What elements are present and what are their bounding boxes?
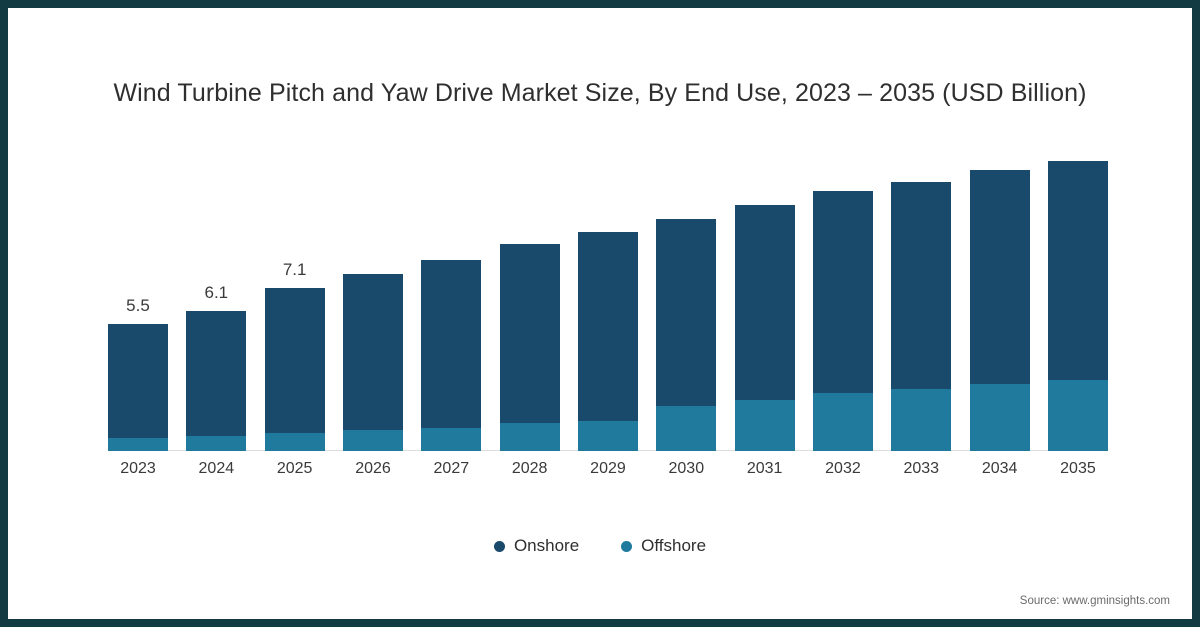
bar-segment-offshore[interactable]: [264, 432, 325, 451]
bar-group[interactable]: 5.5: [108, 138, 168, 451]
bar-series-container: 5.5 6.1 7.1: [108, 138, 1108, 451]
bar-segment-onshore[interactable]: [734, 204, 795, 401]
legend-marker-icon: [621, 540, 633, 552]
bar-stack[interactable]: [499, 243, 560, 451]
bar-stack[interactable]: [421, 260, 482, 451]
bar-segment-offshore[interactable]: [1047, 379, 1108, 451]
bar-segment-onshore[interactable]: [577, 232, 638, 422]
bar-segment-onshore[interactable]: [499, 243, 560, 424]
x-axis-tick-2026: 2026: [355, 460, 391, 477]
bar-segment-offshore[interactable]: [108, 438, 168, 451]
bar-segment-offshore[interactable]: [186, 436, 247, 451]
page-title: Wind Turbine Pitch and Yaw Drive Market …: [113, 79, 1087, 107]
bar-stack[interactable]: [186, 310, 247, 451]
x-axis-tick-2034: 2034: [981, 460, 1018, 477]
x-axis-tick-2023: 2023: [120, 460, 156, 477]
bar-stack[interactable]: [577, 232, 638, 451]
bar-group[interactable]: [812, 138, 873, 451]
plot-area: 5.5 6.1 7.1: [108, 138, 1108, 451]
bar-value-label: 5.5: [126, 296, 150, 316]
bar-segment-onshore[interactable]: [656, 218, 717, 407]
bar-stack[interactable]: [342, 273, 403, 451]
bar-group[interactable]: [656, 138, 717, 451]
x-axis-tick-2029: 2029: [590, 460, 626, 477]
bar-segment-onshore[interactable]: [1047, 161, 1108, 380]
bar-segment-offshore[interactable]: [812, 393, 873, 451]
bar-segment-offshore[interactable]: [499, 423, 560, 451]
bar-group[interactable]: [969, 138, 1030, 451]
bar-value-label: 6.1: [204, 282, 229, 302]
bar-segment-onshore[interactable]: [186, 310, 247, 437]
x-axis-tick-2025: 2025: [276, 460, 313, 477]
chart-canvas: Wind Turbine Pitch and Yaw Drive Market …: [8, 8, 1192, 619]
bar-stack[interactable]: [734, 204, 795, 451]
x-axis-tick-2031: 2031: [746, 460, 783, 477]
bar-segment-offshore[interactable]: [891, 388, 952, 451]
bar-group[interactable]: [577, 138, 638, 451]
x-axis-tick-2035: 2035: [1060, 460, 1096, 477]
bar-group[interactable]: [1047, 138, 1108, 451]
x-axis-tick-2024: 2024: [198, 460, 235, 477]
bar-group[interactable]: [499, 138, 560, 451]
x-axis-tick-2032: 2032: [825, 460, 861, 477]
bar-segment-offshore[interactable]: [734, 400, 795, 451]
bar-stack[interactable]: [891, 181, 952, 451]
bar-segment-offshore[interactable]: [969, 384, 1030, 451]
legend-item-onshore[interactable]: Onshore: [493, 536, 580, 556]
bar-segment-onshore[interactable]: [891, 181, 952, 389]
bar-segment-onshore[interactable]: [421, 260, 482, 428]
bar-segment-onshore[interactable]: [812, 190, 873, 394]
x-axis-tick-2033: 2033: [903, 460, 940, 477]
x-axis-tick-2030: 2030: [668, 460, 705, 477]
x-axis-tick-2028: 2028: [511, 460, 548, 477]
legend-item-label: Onshore: [513, 536, 580, 555]
bar-value-label: 7.1: [282, 259, 307, 279]
legend-item-offshore[interactable]: Offshore: [621, 536, 706, 556]
source-attribution: Source: www.gminsights.com: [1019, 595, 1170, 607]
bar-group[interactable]: [891, 138, 952, 451]
legend-item-label: Offshore: [641, 536, 707, 555]
bar-group[interactable]: [421, 138, 482, 451]
bar-group[interactable]: [342, 138, 403, 451]
bar-segment-onshore[interactable]: [108, 324, 168, 439]
bar-stack[interactable]: [656, 218, 717, 451]
bar-segment-offshore[interactable]: [421, 428, 482, 451]
bar-segment-offshore[interactable]: [577, 421, 638, 451]
bar-stack[interactable]: [264, 287, 325, 451]
bar-segment-onshore[interactable]: [969, 170, 1030, 385]
x-axis-tick-2027: 2027: [433, 460, 470, 477]
legend-marker-icon: [493, 540, 505, 552]
bar-group[interactable]: 7.1: [264, 138, 325, 451]
bar-stack[interactable]: [969, 170, 1030, 451]
bar-group[interactable]: [734, 138, 795, 451]
bar-segment-onshore[interactable]: [264, 287, 325, 433]
bar-stack[interactable]: [812, 190, 873, 451]
chart-legend: Onshore Offshore: [8, 536, 1192, 556]
bar-stack[interactable]: [1047, 161, 1108, 451]
bar-stack[interactable]: [108, 324, 168, 451]
bar-segment-offshore[interactable]: [656, 406, 717, 451]
bar-group[interactable]: 6.1: [186, 138, 247, 451]
bar-segment-onshore[interactable]: [342, 273, 403, 431]
bar-segment-offshore[interactable]: [342, 430, 403, 451]
x-axis-labels: 2023 2024 2025 2026 2027 2028 2029 2030 2031 2032…: [108, 460, 1108, 478]
